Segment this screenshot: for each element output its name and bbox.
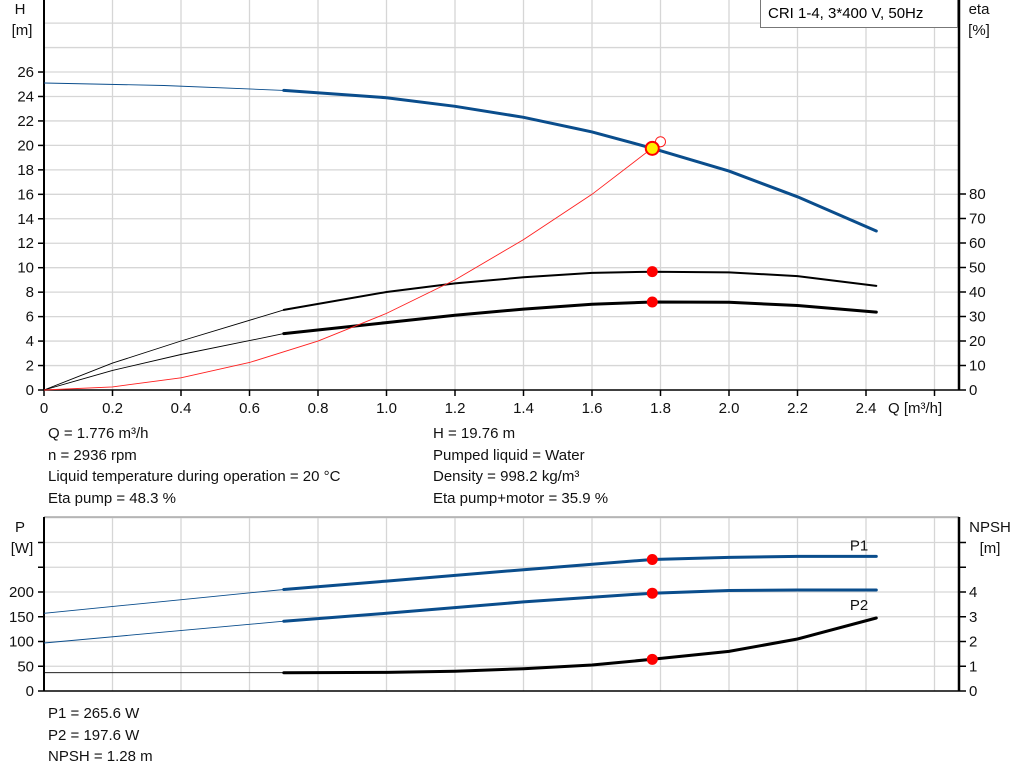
x-axis-label: Q [m³/h] bbox=[888, 400, 942, 417]
y-left-tick-label: 6 bbox=[26, 309, 34, 326]
head-readout: H = 19.76 m bbox=[433, 425, 516, 442]
y-left-tick-label: 10 bbox=[17, 260, 34, 277]
y-left-tick-label: 16 bbox=[17, 186, 34, 203]
eta-total-readout: Eta pump+motor = 35.9 % bbox=[433, 489, 609, 507]
y-left-tick-label: 2 bbox=[26, 358, 34, 375]
eta-pump-readout: Eta pump = 48.3 % bbox=[48, 489, 176, 507]
y-left-tick-label: 24 bbox=[17, 88, 34, 105]
y-left-tick-label: 0 bbox=[26, 382, 34, 399]
y-right-tick-label: 70 bbox=[969, 211, 986, 228]
y-right-label: eta bbox=[969, 1, 991, 18]
series-eta_pump_motor-extrapolated-line bbox=[43, 333, 284, 391]
x-tick-label: 2.0 bbox=[719, 400, 740, 417]
power-npsh-chart bbox=[38, 516, 966, 692]
head-efficiency-chart bbox=[38, 0, 966, 396]
y-right-unit: [m] bbox=[980, 540, 1001, 557]
y-right-tick-label: 30 bbox=[969, 309, 986, 326]
series-eta_pump-line bbox=[282, 270, 878, 311]
y-right-tick-label: 0 bbox=[969, 683, 977, 700]
y-left-tick-label: 200 bbox=[9, 584, 34, 601]
y-left-tick-label: 150 bbox=[9, 609, 34, 626]
y-left-tick-label: 4 bbox=[26, 333, 34, 350]
y-right-label: NPSH bbox=[969, 519, 1011, 536]
series-P2-extrapolated-line bbox=[43, 620, 284, 644]
liquid-readout: Pumped liquid = Water bbox=[433, 446, 585, 464]
y-left-tick-label: 14 bbox=[17, 211, 34, 228]
x-tick-label: 1.6 bbox=[582, 400, 603, 417]
series-system-line bbox=[43, 141, 661, 391]
y-left-tick-label: 100 bbox=[9, 634, 34, 651]
y-right-tick-label: 1 bbox=[969, 658, 977, 675]
p2-readout: P2 = 197.6 W bbox=[48, 726, 140, 744]
x-tick-label: 0.8 bbox=[308, 400, 329, 417]
series-NPSH-line bbox=[282, 616, 878, 675]
y-left-unit: [W] bbox=[11, 540, 34, 557]
x-tick-label: 1.2 bbox=[445, 400, 466, 417]
y-left-tick-label: 22 bbox=[17, 113, 34, 130]
pump-title-box: CRI 1-4, 3*400 V, 50Hz bbox=[760, 0, 958, 28]
series-P1-line bbox=[282, 554, 878, 591]
series-eta_pump-extrapolated-line bbox=[43, 309, 284, 391]
series-P1-extrapolated-line bbox=[43, 589, 284, 614]
y-left-label: H bbox=[15, 1, 26, 18]
speed-readout: n = 2936 rpm bbox=[48, 446, 137, 464]
y-left-tick-label: 8 bbox=[26, 284, 34, 301]
temperature-readout: Liquid temperature during operation = 20… bbox=[48, 468, 341, 485]
series-H-line bbox=[282, 88, 878, 233]
duty-point-marker bbox=[644, 140, 660, 156]
operating-point-marker bbox=[646, 554, 658, 566]
y-right-tick-label: 80 bbox=[969, 186, 986, 203]
y-left-label: P bbox=[15, 519, 25, 536]
series-label-P2: P2 bbox=[850, 597, 868, 614]
flow-readout: Q = 1.776 m³/h bbox=[48, 425, 149, 442]
y-left-tick-label: 50 bbox=[17, 658, 34, 675]
operating-point-marker bbox=[646, 587, 658, 599]
y-right-tick-label: 3 bbox=[969, 609, 977, 626]
series-label-P1: P1 bbox=[850, 537, 868, 554]
y-right-tick-label: 20 bbox=[969, 333, 986, 350]
y-right-tick-label: 40 bbox=[969, 284, 986, 301]
y-right-tick-label: 0 bbox=[969, 382, 977, 399]
x-tick-label: 0 bbox=[40, 400, 48, 417]
y-right-tick-label: 10 bbox=[969, 358, 986, 375]
npsh-readout: NPSH = 1.28 m bbox=[48, 748, 153, 765]
x-tick-label: 2.4 bbox=[856, 400, 877, 417]
x-tick-label: 0.4 bbox=[171, 400, 192, 417]
y-right-tick-label: 4 bbox=[969, 584, 977, 601]
y-left-tick-label: 0 bbox=[26, 683, 34, 700]
operating-point-marker bbox=[646, 653, 658, 665]
x-tick-label: 1.0 bbox=[376, 400, 397, 417]
y-left-unit: [m] bbox=[12, 22, 33, 39]
operating-point-marker bbox=[646, 266, 658, 278]
y-right-tick-label: 60 bbox=[969, 235, 986, 252]
y-left-tick-label: 20 bbox=[17, 137, 34, 154]
x-tick-label: 1.8 bbox=[650, 400, 671, 417]
y-left-tick-label: 18 bbox=[17, 162, 34, 179]
density-readout: Density = 998.2 kg/m³ bbox=[433, 468, 580, 485]
series-eta_pump_motor-line bbox=[282, 300, 878, 336]
y-right-tick-label: 2 bbox=[969, 634, 977, 651]
x-tick-label: 1.4 bbox=[513, 400, 534, 417]
series-H-extrapolated-line bbox=[43, 82, 284, 91]
x-tick-label: 2.2 bbox=[787, 400, 808, 417]
y-right-unit: [%] bbox=[968, 22, 990, 39]
info-right: H = 19.76 m Pumped liquid = Water Densit… bbox=[433, 423, 608, 509]
x-tick-label: 0.6 bbox=[239, 400, 260, 417]
y-left-tick-label: 12 bbox=[17, 235, 34, 252]
y-right-tick-label: 50 bbox=[969, 260, 986, 277]
y-left-tick-label: 26 bbox=[17, 64, 34, 81]
info-left: Q = 1.776 m³/h n = 2936 rpm Liquid tempe… bbox=[48, 423, 340, 509]
info-bottom: P1 = 265.6 W P2 = 197.6 W NPSH = 1.28 m bbox=[48, 703, 153, 768]
x-tick-label: 0.2 bbox=[102, 400, 123, 417]
operating-point-marker bbox=[646, 296, 658, 308]
p1-readout: P1 = 265.6 W bbox=[48, 705, 140, 722]
